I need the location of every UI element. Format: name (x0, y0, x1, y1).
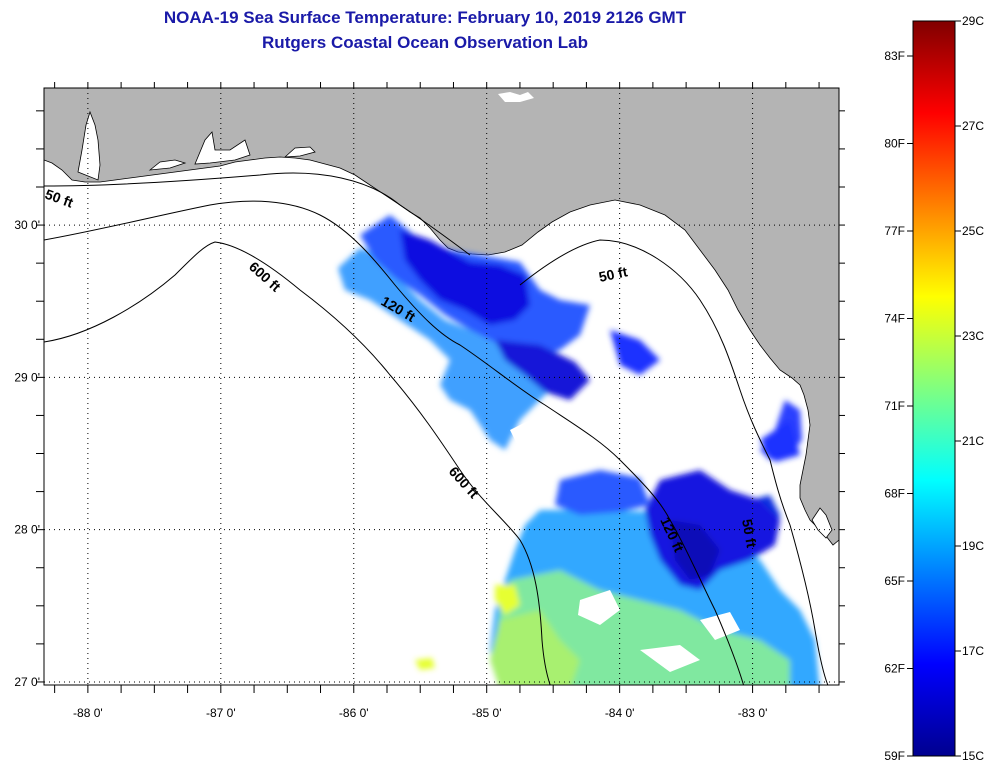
colorbar-label-fahrenheit: 80F (884, 137, 905, 151)
colorbar-label-fahrenheit: 59F (884, 749, 905, 763)
title-line-1: NOAA-19 Sea Surface Temperature: Februar… (163, 8, 687, 27)
colorbar-label-celsius: 27C (962, 119, 984, 133)
coastal-bay-central (194, 131, 251, 165)
colorbar-label-fahrenheit: 83F (884, 49, 905, 63)
colorbar-label-fahrenheit: 65F (884, 574, 905, 588)
lat-tick-label: 30 0' (14, 218, 40, 232)
colorbar-label-celsius: 15C (962, 749, 984, 763)
inland-lake (498, 92, 534, 102)
contour-label-50ft-east: 50 ft (597, 263, 629, 285)
colorbar-labels: 29C 27C 25C 23C 21C 19C 17C 15C 83F 80F 77F 74F 71F 6… (884, 14, 984, 763)
colorbar-label-celsius: 29C (962, 14, 984, 28)
colorbar-label-fahrenheit: 68F (884, 487, 905, 501)
colorbar-label-fahrenheit: 62F (884, 662, 905, 676)
lat-tick-label: 28 0' (14, 523, 40, 537)
lon-tick-label: -88 0' (73, 706, 103, 720)
lon-tick-label: -84 0' (605, 706, 635, 720)
sst-field (338, 215, 820, 685)
colorbar-label-celsius: 21C (962, 434, 984, 448)
mobile-bay (77, 110, 101, 181)
colorbar (912, 20, 956, 757)
tampa-bay (811, 507, 833, 539)
graticule: -88 0' -87 0' -86 0' -85 0' -84 0' -83 0' 30 0… (14, 82, 845, 720)
colorbar-label-celsius: 25C (962, 224, 984, 238)
coastal-bay-west (148, 159, 187, 171)
contour-600ft (44, 241, 551, 685)
colorbar-label-fahrenheit: 74F (884, 312, 905, 326)
cloud-mask (510, 405, 740, 672)
colorbar-label-celsius: 19C (962, 539, 984, 553)
lon-tick-label: -83 0' (738, 706, 768, 720)
colorbar-label-fahrenheit: 77F (884, 224, 905, 238)
title-line-2: Rutgers Coastal Ocean Observation Lab (262, 33, 588, 52)
lon-tick-label: -87 0' (206, 706, 236, 720)
lat-tick-label: 27 0' (14, 675, 40, 689)
colorbar-label-fahrenheit: 71F (884, 399, 905, 413)
coastal-bay-east (283, 146, 316, 158)
colorbar-label-celsius: 17C (962, 644, 984, 658)
lon-tick-label: -85 0' (472, 706, 502, 720)
lon-tick-label: -86 0' (339, 706, 369, 720)
land-mass (44, 88, 839, 546)
map-frame (43, 87, 840, 686)
contour-120ft (44, 200, 745, 685)
lat-tick-label: 29 0' (14, 370, 40, 384)
colorbar-label-celsius: 23C (962, 329, 984, 343)
contour-label-50ft-south: 50 ft (739, 518, 760, 549)
